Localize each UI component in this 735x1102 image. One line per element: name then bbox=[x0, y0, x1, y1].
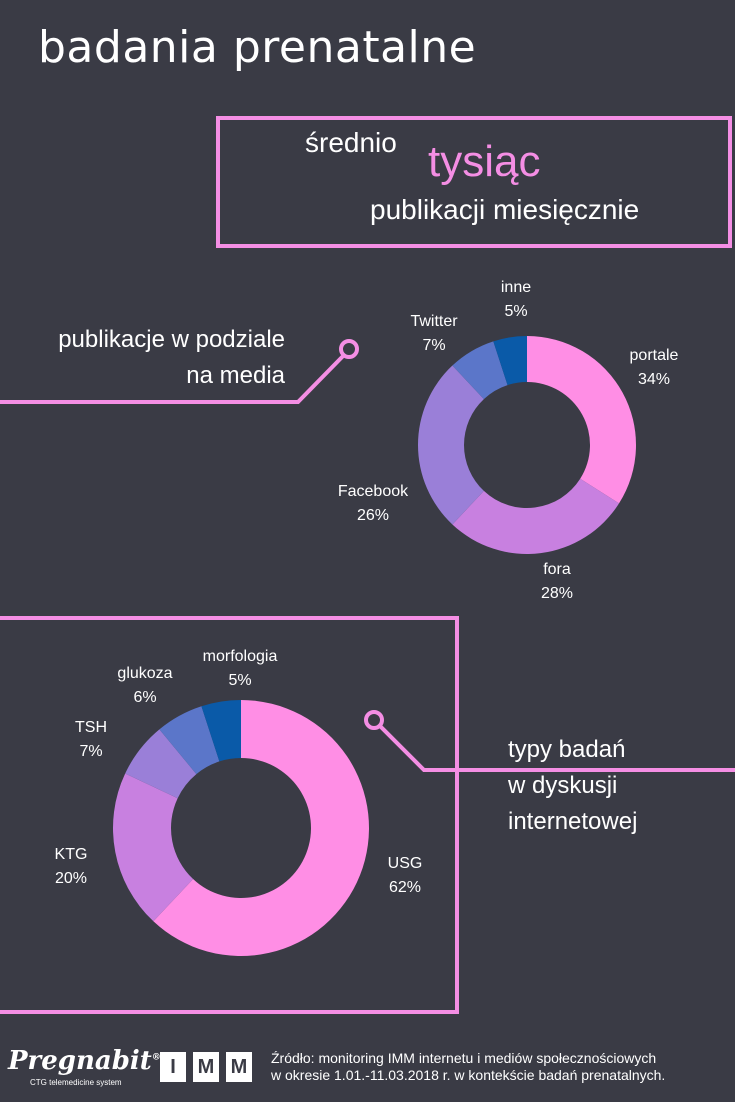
media-label-twitter: Twitter 7% bbox=[389, 310, 479, 358]
exam-slice-tsh bbox=[125, 729, 197, 799]
section2-title-line3: internetowej bbox=[508, 808, 638, 835]
slice-value: 62% bbox=[388, 879, 422, 896]
exam-label-tsh: TSH 7% bbox=[46, 716, 136, 764]
connector-dot-2 bbox=[364, 710, 384, 730]
imm-logo-letter-3: M bbox=[226, 1052, 252, 1082]
media-slice-portale bbox=[527, 336, 636, 504]
connector-line-1 bbox=[0, 350, 349, 404]
slice-name: TSH bbox=[75, 719, 107, 736]
slice-name: portale bbox=[629, 347, 679, 364]
connector-line-2 bbox=[376, 722, 735, 772]
section1-title: publikacje w podziale na media bbox=[0, 322, 285, 394]
imm-logo-letter-1: I bbox=[160, 1052, 186, 1082]
exam-label-ktg: KTG 20% bbox=[26, 843, 116, 891]
section2-title-line1: typy badań bbox=[508, 736, 626, 763]
slice-value: 5% bbox=[228, 672, 252, 689]
slice-value: 6% bbox=[133, 689, 157, 706]
section1-title-line1: publikacje w podziale bbox=[58, 326, 285, 353]
slice-value: 5% bbox=[504, 303, 528, 320]
slice-value: 34% bbox=[637, 371, 671, 388]
stat-box bbox=[216, 116, 732, 248]
slice-value: 7% bbox=[422, 337, 446, 354]
media-label-fora: fora 28% bbox=[512, 558, 602, 606]
imm-logo-letter-2: M bbox=[193, 1052, 219, 1082]
pregnabit-logo-text: Pregnabit bbox=[8, 1046, 152, 1076]
media-slice-fora bbox=[452, 478, 620, 554]
slice-name: KTG bbox=[54, 846, 88, 863]
media-slice-twitter bbox=[452, 341, 508, 400]
pregnabit-logo: Pregnabit® bbox=[8, 1046, 161, 1076]
slice-name: inne bbox=[500, 279, 532, 296]
slice-value: 20% bbox=[54, 870, 88, 887]
media-slice-inne bbox=[493, 335, 527, 386]
exam-slice-ktg bbox=[113, 773, 194, 922]
slice-name: morfologia bbox=[202, 648, 278, 665]
exam-slice-morfologia bbox=[201, 700, 241, 762]
slice-value: 7% bbox=[79, 743, 103, 760]
stat-post-text: publikacji miesięcznie bbox=[370, 194, 640, 225]
slice-name: Twitter bbox=[410, 313, 458, 330]
stat-highlight: tysiąc bbox=[428, 137, 541, 186]
slice-value: 28% bbox=[540, 585, 574, 602]
source-note: Źródło: monitoring IMM internetu i medió… bbox=[271, 1050, 665, 1084]
connector-dot-1 bbox=[339, 339, 359, 359]
stat-pre-text: średnio bbox=[305, 127, 397, 158]
page-title: badania prenatalne bbox=[38, 22, 477, 73]
slice-name: Facebook bbox=[337, 483, 409, 500]
pregnabit-logo-reg: ® bbox=[151, 1052, 161, 1063]
frame-line-2 bbox=[0, 616, 459, 1014]
media-label-inne: inne 5% bbox=[471, 276, 561, 324]
section2-title: typy badań w dyskusji internetowej bbox=[508, 732, 637, 840]
source-note-line1: Źródło: monitoring IMM internetu i medió… bbox=[271, 1050, 657, 1066]
exam-slice-glukoza bbox=[159, 706, 220, 775]
exam-label-usg: USG 62% bbox=[360, 852, 450, 900]
exam-slice-usg bbox=[153, 700, 370, 956]
exam-label-glukoza: glukoza 6% bbox=[100, 662, 190, 710]
media-label-portale: portale 34% bbox=[609, 344, 699, 392]
exam-label-morfologia: morfologia 5% bbox=[195, 645, 285, 693]
media-label-facebook: Facebook 26% bbox=[328, 480, 418, 528]
section2-title-line2: w dyskusji bbox=[508, 772, 618, 799]
section1-title-line2: na media bbox=[186, 362, 285, 389]
pregnabit-logo-subtitle: CTG telemedicine system bbox=[30, 1078, 122, 1087]
slice-name: glukoza bbox=[117, 665, 173, 682]
source-note-line2: w okresie 1.01.-11.03.2018 r. w kontekśc… bbox=[271, 1067, 666, 1083]
media-slice-facebook bbox=[417, 365, 484, 525]
slice-name: fora bbox=[543, 561, 571, 578]
slice-name: USG bbox=[387, 855, 423, 872]
slice-value: 26% bbox=[356, 507, 390, 524]
